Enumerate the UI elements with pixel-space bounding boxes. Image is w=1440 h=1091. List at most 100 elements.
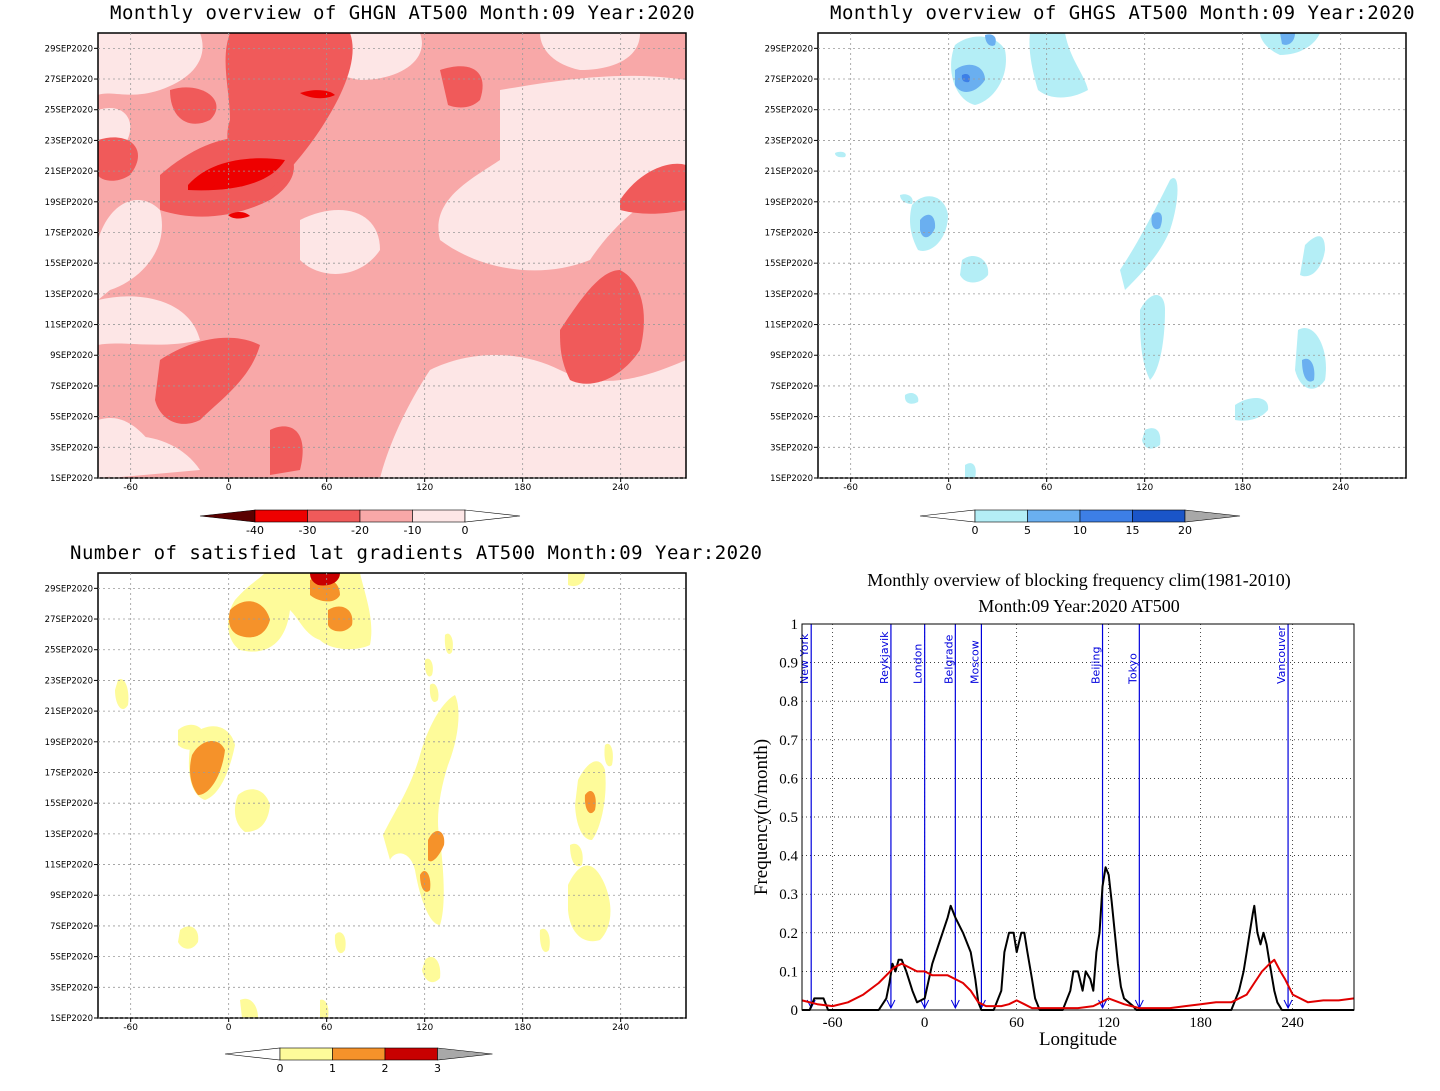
- city-arrow: [920, 999, 930, 1010]
- colorbar-tick-label: -10: [404, 524, 422, 537]
- y-tick-label: 3SEP2020: [50, 983, 93, 993]
- ghgs-y-axis: 1SEP2020 3SEP2020 5SEP2020 7SEP2020 9SEP2020…: [765, 44, 818, 484]
- y-tick-label: 0.7: [779, 733, 798, 749]
- y-tick-label: 0.3: [779, 887, 798, 903]
- gradients-fill: [115, 573, 613, 1018]
- y-tick-label: 17SEP2020: [45, 768, 93, 778]
- ghgs-heatmap: 1SEP2020 3SEP2020 5SEP2020 7SEP2020 9SEP2020…: [765, 32, 1407, 537]
- y-tick-label: 7SEP2020: [50, 922, 93, 932]
- y-tick-label: 1SEP2020: [50, 474, 93, 484]
- colorbar-tick-label: 1: [329, 1062, 336, 1075]
- city-label: New York: [798, 633, 811, 684]
- y-tick-label: 11SEP2020: [45, 321, 93, 331]
- city-label: Reykjavik: [878, 631, 891, 684]
- y-tick-label: 27SEP2020: [45, 615, 93, 625]
- ghgn-title: Monthly overview of GHGN AT500 Month:09 …: [110, 2, 696, 24]
- colorbar-box: [1132, 509, 1186, 523]
- y-tick-label: 7SEP2020: [770, 382, 813, 392]
- colorbar-tick-label: 0: [462, 524, 469, 537]
- colorbar-min-arrow: [199, 509, 256, 523]
- colorbar-max-arrow: [1184, 509, 1241, 523]
- x-tick-label: 120: [1136, 483, 1153, 493]
- city-label: Belgrade: [942, 634, 955, 684]
- x-tick-label: 240: [612, 1023, 629, 1033]
- y-tick-label: 29SEP2020: [45, 584, 93, 594]
- x-tick-label: 60: [1009, 1015, 1024, 1031]
- colorbar-box: [279, 1047, 333, 1061]
- y-tick-label: 23SEP2020: [45, 136, 93, 146]
- x-tick-label: 0: [226, 1023, 232, 1033]
- blocking-x-axis: -60 0 60 120 180 240: [823, 1015, 1304, 1031]
- y-tick-label: 0.9: [779, 656, 798, 672]
- y-tick-label: 0.5: [779, 810, 798, 826]
- ghgn-colorbar: -40 -30 -20 -10 0: [199, 509, 521, 537]
- y-tick-label: 23SEP2020: [45, 676, 93, 686]
- ghgs-title: Monthly overview of GHGS AT500 Month:09 …: [830, 2, 1416, 24]
- y-tick-label: 25SEP2020: [45, 106, 93, 116]
- y-tick-label: 0.8: [779, 694, 798, 710]
- city-label: Vancouver: [1275, 626, 1288, 684]
- colorbar-box: [307, 509, 361, 523]
- x-tick-label: 240: [1332, 483, 1349, 493]
- y-tick-label: 21SEP2020: [765, 167, 813, 177]
- colorbar-tick-label: 5: [1024, 524, 1031, 537]
- y-tick-label: 0: [791, 1003, 799, 1019]
- gradients-title: Number of satisfied lat gradients AT500 …: [70, 542, 763, 564]
- blocking-series: [801, 866, 1355, 1011]
- ghgn-heatmap: 1SEP2020 3SEP2020 5SEP2020 7SEP2020 9SEP2020…: [45, 32, 687, 537]
- y-tick-label: 3SEP2020: [770, 443, 813, 453]
- x-tick-label: 240: [1281, 1015, 1304, 1031]
- x-tick-label: 180: [1189, 1015, 1212, 1031]
- y-tick-label: 29SEP2020: [45, 44, 93, 54]
- colorbar-box: [412, 509, 466, 523]
- y-tick-label: 27SEP2020: [765, 75, 813, 85]
- colorbar-min-arrow: [919, 509, 976, 523]
- y-tick-label: 19SEP2020: [765, 198, 813, 208]
- x-tick-label: 240: [612, 483, 629, 493]
- gradients-heatmap: 1SEP2020 3SEP2020 5SEP2020 7SEP2020 9SEP2020…: [45, 572, 687, 1075]
- y-tick-label: 25SEP2020: [765, 106, 813, 116]
- ghgn-frame: [97, 32, 687, 479]
- y-tick-label: 3SEP2020: [50, 443, 93, 453]
- y-tick-label: 5SEP2020: [770, 413, 813, 423]
- colorbar-tick-label: 15: [1126, 524, 1140, 537]
- x-tick-label: 0: [226, 483, 232, 493]
- y-tick-label: 13SEP2020: [45, 830, 93, 840]
- x-tick-label: 0: [921, 1015, 929, 1031]
- x-tick-label: 60: [1041, 483, 1053, 493]
- x-tick-label: -60: [823, 1015, 843, 1031]
- ghgs-panel: Monthly overview of GHGS AT500 Month:09 …: [720, 0, 1440, 540]
- city-arrow: [886, 999, 896, 1010]
- colorbar-box: [1027, 509, 1081, 523]
- y-tick-label: 1: [791, 617, 799, 633]
- series-red-line: [801, 958, 1355, 1010]
- city-arrow: [1283, 999, 1293, 1010]
- colorbar-tick-label: 20: [1178, 524, 1192, 537]
- city-label: Moscow: [968, 640, 981, 684]
- colorbar-box: [384, 1047, 438, 1061]
- colorbar-tick-label: -40: [246, 524, 264, 537]
- y-tick-label: 0.6: [779, 771, 798, 787]
- x-tick-label: 120: [416, 1023, 433, 1033]
- y-tick-label: 13SEP2020: [45, 290, 93, 300]
- y-tick-label: 15SEP2020: [45, 799, 93, 809]
- y-tick-label: 17SEP2020: [765, 228, 813, 238]
- y-tick-label: 0.1: [779, 964, 798, 980]
- ghgs-frame: [817, 32, 1407, 479]
- city-label: London: [912, 644, 925, 684]
- colorbar-min-arrow: [224, 1047, 281, 1061]
- ghgn-panel: Monthly overview of GHGN AT500 Month:09 …: [0, 0, 720, 540]
- y-tick-label: 5SEP2020: [50, 413, 93, 423]
- blocking-y-label: Frequency(n/month): [751, 739, 772, 895]
- y-tick-label: 19SEP2020: [45, 738, 93, 748]
- x-tick-label: 60: [321, 1023, 333, 1033]
- y-tick-label: 19SEP2020: [45, 198, 93, 208]
- blocking-title-line1: Monthly overview of blocking frequency c…: [867, 570, 1290, 591]
- gradients-colorbar: 0 1 2 3: [224, 1047, 493, 1075]
- y-tick-label: 21SEP2020: [45, 707, 93, 717]
- y-tick-label: 21SEP2020: [45, 167, 93, 177]
- x-tick-label: 60: [321, 483, 333, 493]
- colorbar-tick-label: 2: [382, 1062, 389, 1075]
- y-tick-label: 1SEP2020: [770, 474, 813, 484]
- y-tick-label: 0.4: [779, 849, 798, 865]
